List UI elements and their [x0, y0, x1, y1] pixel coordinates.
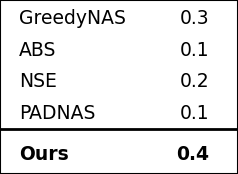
- Text: ABS: ABS: [19, 41, 56, 60]
- Text: NSE: NSE: [19, 72, 57, 91]
- Text: 0.3: 0.3: [180, 9, 209, 28]
- Text: PADNAS: PADNAS: [19, 104, 95, 123]
- Text: 0.1: 0.1: [180, 41, 209, 60]
- Text: 0.2: 0.2: [180, 72, 209, 91]
- Text: 0.4: 0.4: [176, 145, 209, 164]
- Text: Ours: Ours: [19, 145, 69, 164]
- Text: GreedyNAS: GreedyNAS: [19, 9, 126, 28]
- Text: 0.1: 0.1: [180, 104, 209, 123]
